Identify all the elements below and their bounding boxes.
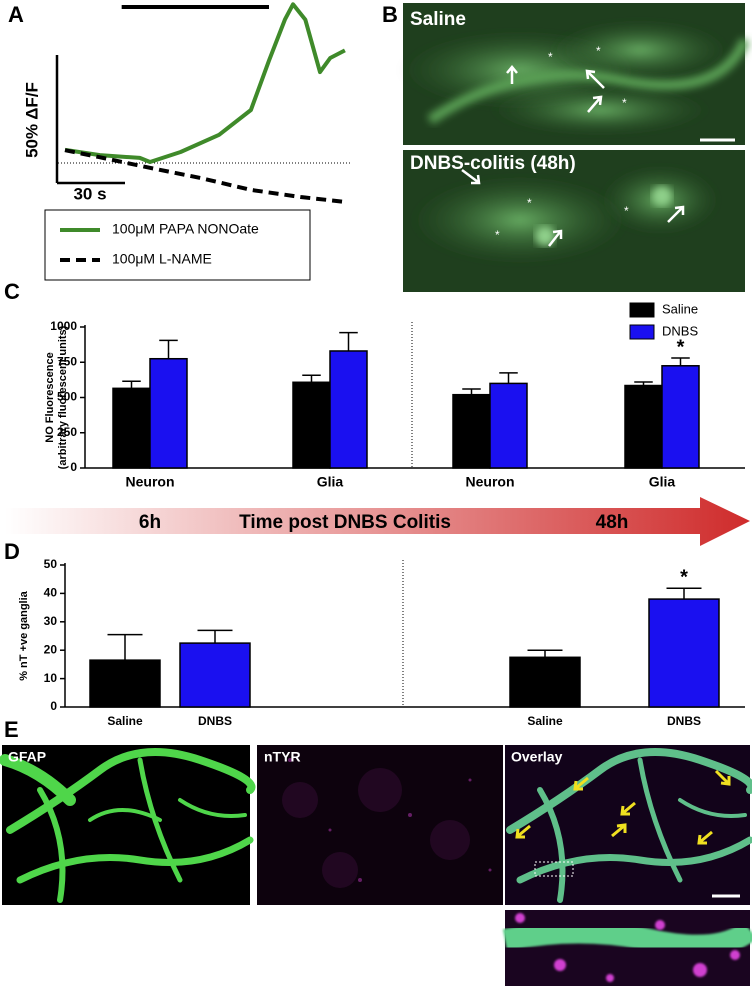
bar <box>89 659 161 708</box>
legend-box <box>44 209 311 281</box>
image-label: nTYR <box>264 749 301 765</box>
y-tick-label: 10 <box>44 671 58 685</box>
image-label: GFAP <box>8 749 46 765</box>
panel-label: C <box>4 279 20 304</box>
x-tick-label: Neuron <box>126 474 175 490</box>
legend-label: 100μM PAPA NONOate <box>112 221 259 237</box>
y-tick-label: 0 <box>70 460 77 474</box>
legend-swatch <box>629 324 655 340</box>
bar <box>452 393 491 469</box>
bar <box>149 357 188 469</box>
micrograph-inset <box>502 910 752 986</box>
bar <box>292 381 331 469</box>
trace-line <box>64 2 346 164</box>
svg-text:*: * <box>624 204 629 218</box>
bar <box>509 656 581 708</box>
trace-line <box>64 148 346 204</box>
bar <box>648 598 720 708</box>
image-label: Saline <box>410 9 466 30</box>
panel-label: E <box>4 717 19 742</box>
scale-bar-x-label: 30 s <box>73 184 106 203</box>
micrograph-saline: * * * Saline <box>400 3 750 145</box>
svg-text:*: * <box>495 228 500 242</box>
x-tick-label: DNBS <box>667 714 701 728</box>
bar <box>661 365 700 469</box>
y-tick-label: 250 <box>57 425 77 439</box>
x-tick-label: DNBS <box>198 714 232 728</box>
bar <box>112 387 151 469</box>
timeline-start: 6h <box>139 512 161 533</box>
svg-text:*: * <box>596 44 601 58</box>
y-axis-label: (arbitrary fluorescent units) <box>57 325 69 469</box>
legend-swatch <box>629 302 655 318</box>
bar <box>489 382 528 469</box>
image-label: DNBS-colitis (48h) <box>410 153 576 174</box>
y-tick-label: 500 <box>57 390 77 404</box>
micrograph-ntyr: nTYR <box>257 745 503 905</box>
timeline-end: 48h <box>596 512 629 533</box>
timeline-title: Time post DNBS Colitis <box>239 512 451 533</box>
panel-label: B <box>382 2 398 27</box>
svg-text:*: * <box>622 96 627 110</box>
y-tick-label: 750 <box>57 354 77 368</box>
micrograph-dnbs: * * * DNBS-colitis (48h) <box>403 150 745 292</box>
significance-marker: * <box>677 336 685 358</box>
y-axis-label: NO Fluorescence <box>44 352 56 442</box>
y-tick-label: 40 <box>44 586 58 600</box>
y-tick-label: 0 <box>50 699 57 713</box>
micrograph-gfap: GFAP <box>0 745 256 905</box>
legend-label: 100μM L-NAME <box>112 251 212 267</box>
x-tick-label: Saline <box>527 714 563 728</box>
micrograph-overlay: Overlay <box>505 745 752 905</box>
y-tick-label: 20 <box>44 642 58 656</box>
y-tick-label: 50 <box>44 557 58 571</box>
x-tick-label: Neuron <box>466 474 515 490</box>
scale-bar-y-label: 50% ΔF/F <box>22 82 41 158</box>
y-tick-label: 1000 <box>50 319 77 333</box>
legend-label: Saline <box>662 301 698 316</box>
x-tick-label: Glia <box>649 474 676 490</box>
bar <box>624 384 663 469</box>
svg-text:*: * <box>527 196 532 210</box>
panel-label: D <box>4 539 20 564</box>
significance-marker: * <box>680 567 688 589</box>
panel-label: A <box>8 2 24 27</box>
legend-label: DNBS <box>662 323 698 338</box>
y-axis-label: % nT +ve ganglia <box>18 590 30 680</box>
svg-text:*: * <box>548 50 553 64</box>
image-label: Overlay <box>511 749 563 765</box>
y-tick-label: 30 <box>44 614 58 628</box>
bar <box>329 350 368 469</box>
x-tick-label: Glia <box>317 474 344 490</box>
bar <box>179 642 251 708</box>
timeline-arrow: 6h Time post DNBS Colitis 48h <box>5 497 750 546</box>
x-tick-label: Saline <box>107 714 143 728</box>
